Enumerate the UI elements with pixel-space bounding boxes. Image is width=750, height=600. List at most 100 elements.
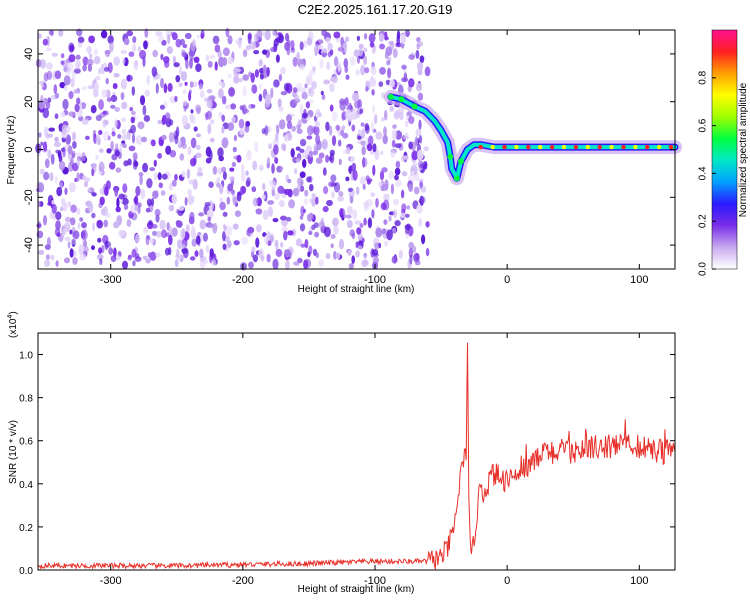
noise-speckle: [196, 106, 201, 115]
noise-speckle: [77, 222, 81, 230]
x-tick-label: 100: [630, 575, 648, 587]
snr-panel: -300 -200 -100 0 100 0.0 0.2 0.4 0.6 0.8 1.0 Heig…: [7, 311, 676, 595]
noise-speckle: [159, 219, 166, 230]
noise-speckle: [152, 49, 158, 58]
noise-speckle: [274, 192, 280, 200]
noise-speckle: [395, 160, 401, 169]
noise-speckle: [306, 135, 313, 140]
noise-speckle: [86, 58, 94, 66]
noise-speckle: [222, 231, 226, 242]
noise-speckle: [43, 72, 49, 82]
noise-speckle: [137, 121, 145, 130]
noise-speckle: [401, 171, 408, 177]
noise-speckle: [309, 183, 314, 192]
trace-peak-dot: [597, 144, 602, 150]
noise-speckle: [311, 197, 316, 207]
noise-speckle: [134, 205, 138, 212]
noise-speckle: [175, 220, 183, 228]
noise-speckle: [356, 227, 362, 235]
trace-peak-dot: [478, 144, 483, 150]
noise-speckle: [121, 198, 129, 206]
noise-speckle: [363, 217, 367, 226]
noise-speckle: [161, 114, 167, 125]
noise-speckle: [226, 196, 231, 205]
noise-speckle: [120, 92, 125, 101]
noise-speckle: [191, 225, 196, 236]
noise-speckle: [295, 146, 301, 151]
noise-speckle: [130, 110, 136, 116]
noise-speckle: [355, 241, 359, 249]
noise-speckle: [98, 130, 103, 135]
noise-speckle: [304, 83, 308, 89]
noise-speckle: [361, 145, 366, 156]
noise-speckle: [47, 97, 52, 103]
noise-speckle: [352, 169, 358, 181]
noise-speckle: [400, 33, 407, 44]
noise-speckle: [408, 141, 413, 150]
colorbar: 0.0 0.2 0.4 0.6 0.8 Normalized spectral ampl…: [698, 29, 749, 276]
noise-speckle: [221, 114, 225, 122]
noise-speckle: [278, 119, 286, 130]
noise-speckle: [409, 254, 413, 265]
noise-speckle: [196, 172, 204, 177]
noise-speckle: [187, 188, 193, 196]
noise-speckle: [254, 141, 259, 153]
noise-speckle: [161, 229, 167, 239]
noise-speckle: [146, 74, 151, 86]
noise-speckle: [379, 150, 384, 155]
noise-speckle: [275, 132, 279, 142]
noise-speckle: [299, 103, 304, 115]
noise-speckle: [195, 133, 202, 138]
noise-speckle: [327, 42, 333, 52]
noise-speckle: [144, 89, 151, 97]
noise-speckle: [389, 105, 395, 112]
noise-speckle: [359, 223, 364, 228]
noise-speckle: [273, 79, 280, 88]
noise-speckle: [143, 226, 149, 233]
noise-speckle: [46, 237, 51, 247]
noise-speckle: [245, 170, 249, 176]
noise-speckle: [330, 243, 334, 249]
noise-speckle: [193, 56, 200, 63]
noise-speckle: [267, 206, 274, 217]
noise-speckle: [175, 38, 182, 48]
noise-speckle: [260, 254, 265, 262]
noise-speckle: [96, 220, 102, 225]
noise-speckle: [72, 141, 77, 149]
noise-speckle: [411, 150, 419, 161]
noise-speckle: [81, 232, 86, 239]
noise-speckle: [168, 204, 175, 212]
noise-speckle: [131, 86, 135, 96]
noise-speckle: [53, 84, 58, 95]
noise-speckle: [273, 144, 279, 155]
noise-speckle: [185, 58, 189, 69]
noise-speckle: [242, 49, 248, 58]
noise-speckle: [297, 177, 304, 186]
noise-speckle: [113, 72, 120, 78]
noise-speckle: [411, 171, 415, 176]
noise-speckle: [103, 119, 109, 126]
noise-speckle: [182, 43, 188, 49]
noise-speckle: [241, 104, 247, 115]
noise-speckle: [67, 201, 72, 208]
noise-speckle: [318, 259, 324, 268]
noise-speckle: [326, 199, 333, 207]
noise-speckle: [336, 252, 341, 260]
noise-speckle: [208, 95, 216, 101]
noise-speckle: [346, 146, 351, 155]
noise-speckle: [47, 133, 54, 138]
noise-speckle: [355, 186, 360, 195]
noise-speckle: [423, 146, 430, 152]
noise-speckle: [303, 40, 307, 48]
noise-speckle: [419, 55, 425, 64]
noise-speckle: [386, 229, 393, 241]
noise-speckle: [148, 219, 153, 226]
noise-speckle: [389, 40, 395, 51]
noise-speckle: [131, 248, 137, 258]
noise-speckle: [49, 172, 54, 182]
noise-speckle: [288, 199, 296, 209]
noise-speckle: [59, 206, 64, 212]
noise-speckle: [89, 53, 93, 59]
noise-speckle: [47, 149, 52, 159]
noise-speckle: [370, 121, 374, 132]
